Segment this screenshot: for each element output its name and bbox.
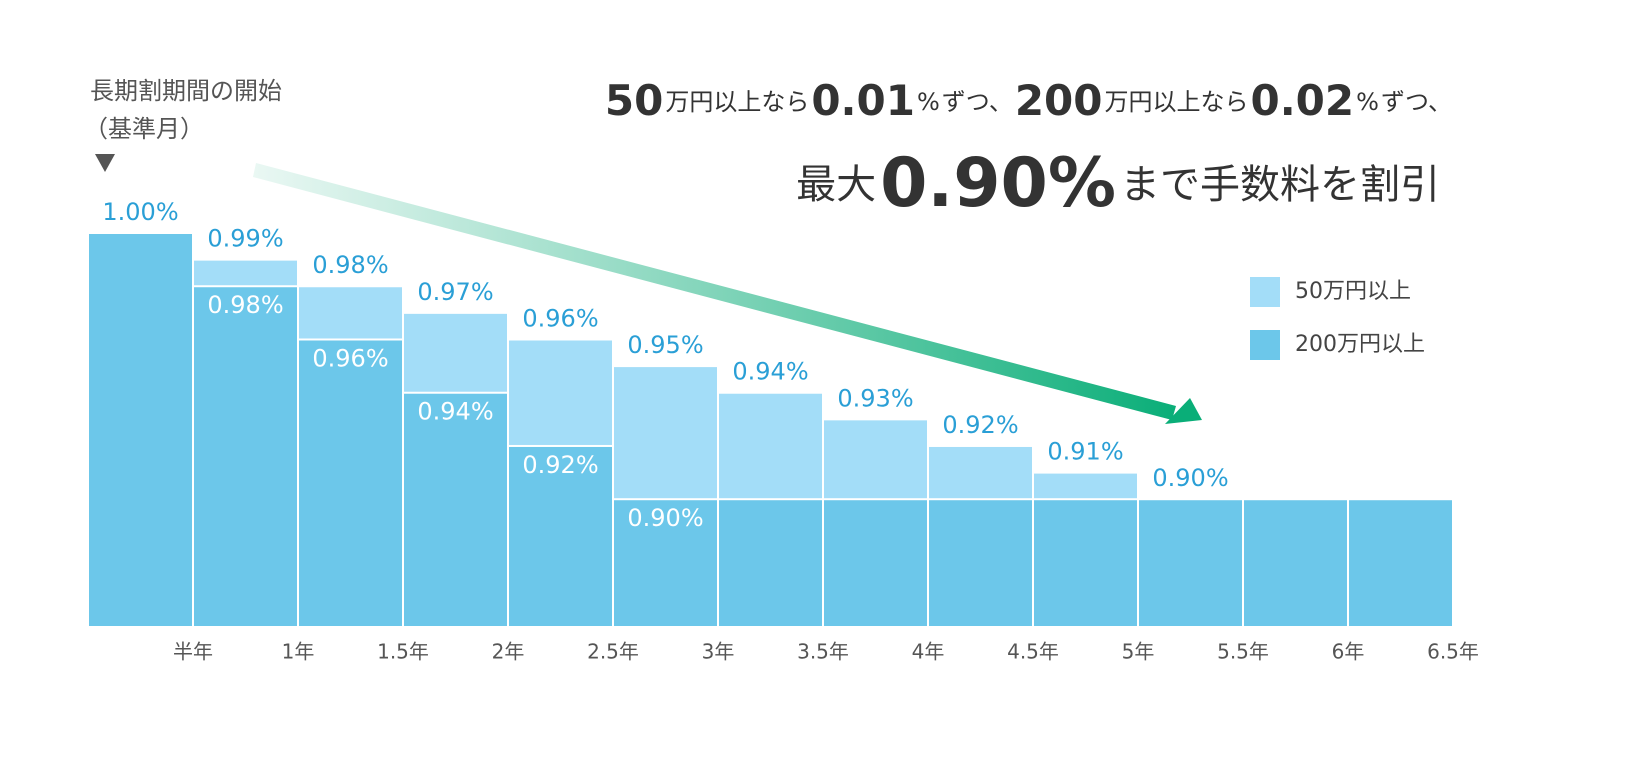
x-tick-label: 4.5年 xyxy=(1007,640,1059,664)
bar xyxy=(1242,498,1349,628)
x-tick-label: 3.5年 xyxy=(797,640,849,664)
bar xyxy=(612,498,719,628)
subheadline-part: まで手数料を割引 xyxy=(1120,162,1440,208)
legend-label: 200万円以上 xyxy=(1295,332,1425,357)
value-label: 1.00% xyxy=(102,198,178,226)
value-label: 0.96% xyxy=(522,304,598,332)
bar xyxy=(192,285,299,628)
bar xyxy=(507,444,614,628)
value-label: 0.94% xyxy=(732,358,808,386)
x-tick-label: 1年 xyxy=(282,640,315,664)
bar xyxy=(1032,498,1139,628)
value-label: 0.92% xyxy=(522,451,598,479)
subheadline-part: 0.90% xyxy=(880,144,1116,223)
value-label: 0.93% xyxy=(837,384,913,412)
value-label: 0.98% xyxy=(312,251,388,279)
x-tick-label: 2.5年 xyxy=(587,640,639,664)
x-tick-label: 3年 xyxy=(702,640,735,664)
headline-part: ずつ、 xyxy=(942,88,1013,116)
x-tick-label: 1.5年 xyxy=(377,640,429,664)
headline-part: 200 xyxy=(1015,76,1103,125)
legend-label: 50万円以上 xyxy=(1295,279,1411,304)
value-label: 0.98% xyxy=(207,291,283,319)
headline-part: 万円以上なら xyxy=(665,88,809,116)
x-tick-label: 6年 xyxy=(1332,640,1365,664)
trend-arrow xyxy=(253,163,1202,424)
subheadline-part: 最大 xyxy=(796,162,876,208)
annotation: 長期割期間の開始 xyxy=(90,77,282,105)
annotation: （基準月） xyxy=(84,115,204,143)
headline-part: ずつ、 xyxy=(1381,88,1452,116)
headline-part: 50 xyxy=(605,76,663,125)
headline-part: 0.02 xyxy=(1251,76,1355,125)
x-tick-label: 4年 xyxy=(912,640,945,664)
bar xyxy=(1347,498,1454,628)
value-label: 0.95% xyxy=(627,331,703,359)
value-label: 0.97% xyxy=(417,278,493,306)
bar xyxy=(717,498,824,628)
value-label: 0.91% xyxy=(1047,438,1123,466)
headline: 50万円以上なら0.01%ずつ、200万円以上なら0.02%ずつ、 xyxy=(605,76,1452,125)
headline-part: % xyxy=(917,88,940,116)
bar xyxy=(402,391,509,628)
bar xyxy=(1137,498,1244,628)
bar xyxy=(87,232,194,628)
headline-part: 0.01 xyxy=(811,76,915,125)
value-label: 0.96% xyxy=(312,344,388,372)
legend-swatch xyxy=(1250,330,1280,360)
value-label: 0.99% xyxy=(207,225,283,253)
x-tick-label: 2年 xyxy=(492,640,525,664)
value-label: 0.90% xyxy=(1152,464,1228,492)
value-label: 0.90% xyxy=(627,504,703,532)
bar xyxy=(927,498,1034,628)
start-marker xyxy=(95,154,115,172)
headline-part: 万円以上なら xyxy=(1105,88,1249,116)
x-tick-label: 6.5年 xyxy=(1427,640,1479,664)
headline-part: % xyxy=(1356,88,1379,116)
legend-swatch xyxy=(1250,277,1280,307)
bar xyxy=(822,498,929,628)
bar xyxy=(297,338,404,628)
value-label: 0.92% xyxy=(942,411,1018,439)
x-tick-label: 5年 xyxy=(1122,640,1155,664)
x-tick-label: 半年 xyxy=(173,640,213,664)
x-tick-label: 5.5年 xyxy=(1217,640,1269,664)
subheadline: 最大0.90% まで手数料を割引 xyxy=(796,144,1440,223)
value-label: 0.94% xyxy=(417,398,493,426)
